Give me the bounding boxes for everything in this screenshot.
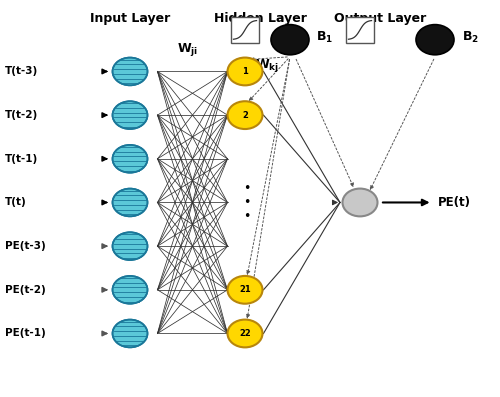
Circle shape [112, 101, 148, 129]
Text: Hidden Layer: Hidden Layer [214, 12, 306, 25]
Text: •: • [243, 210, 250, 223]
Text: 2: 2 [242, 111, 248, 119]
Text: T(t-1): T(t-1) [5, 154, 38, 164]
Circle shape [112, 189, 148, 216]
Circle shape [112, 276, 148, 304]
Text: $\mathbf{B_1}$: $\mathbf{B_1}$ [316, 30, 334, 45]
Circle shape [228, 320, 262, 347]
Text: PE(t-2): PE(t-2) [5, 285, 46, 295]
Text: PE(t-1): PE(t-1) [5, 328, 46, 339]
Text: 21: 21 [239, 285, 251, 294]
Text: $\mathbf{W_{ji}}$: $\mathbf{W_{ji}}$ [177, 41, 198, 58]
Circle shape [112, 145, 148, 173]
Text: T(t-3): T(t-3) [5, 66, 38, 77]
Text: Output Layer: Output Layer [334, 12, 426, 25]
Circle shape [112, 58, 148, 85]
Text: T(t-2): T(t-2) [5, 110, 38, 120]
Text: PE(t): PE(t) [438, 196, 470, 209]
Circle shape [416, 25, 454, 55]
Text: •: • [243, 196, 250, 209]
Circle shape [228, 101, 262, 129]
Circle shape [342, 189, 378, 216]
Circle shape [228, 58, 262, 85]
Circle shape [112, 232, 148, 260]
Text: 22: 22 [239, 329, 251, 338]
Bar [231, 17, 258, 42]
Bar [346, 17, 374, 42]
Text: $\mathbf{B_2}$: $\mathbf{B_2}$ [462, 30, 478, 45]
Circle shape [112, 320, 148, 347]
Text: $\mathbf{W_{kj}}$: $\mathbf{W_{kj}}$ [256, 57, 280, 74]
Text: 1: 1 [242, 67, 248, 76]
Circle shape [228, 276, 262, 304]
Circle shape [271, 25, 309, 55]
Text: Input Layer: Input Layer [90, 12, 170, 25]
Text: •: • [243, 182, 250, 195]
Text: PE(t-3): PE(t-3) [5, 241, 46, 251]
Text: T(t): T(t) [5, 197, 27, 208]
